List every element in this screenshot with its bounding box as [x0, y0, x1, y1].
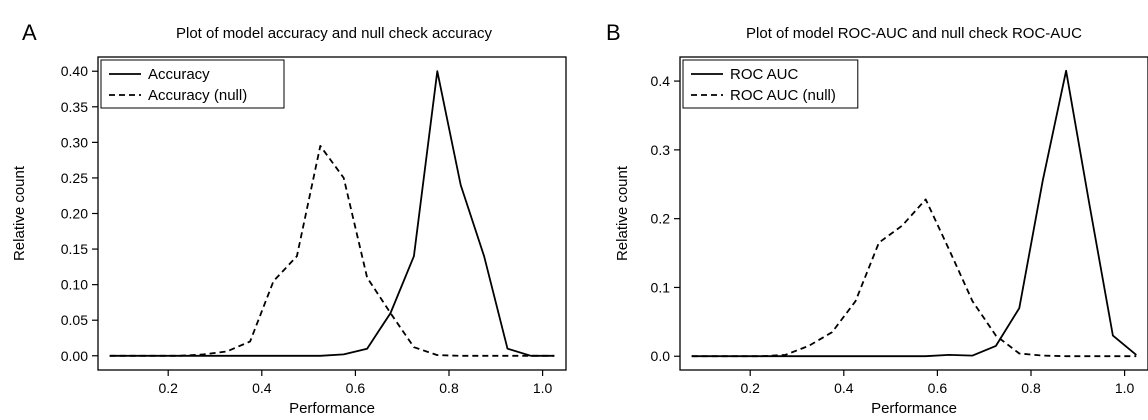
- x-axis-label: Performance: [871, 400, 957, 415]
- y-tick-label: 0.30: [61, 134, 88, 150]
- y-axis-label: Relative count: [614, 165, 631, 261]
- panel-b: B Plot of model ROC-AUC and null check RO…: [606, 20, 1148, 417]
- x-tick-label: 0.6: [346, 380, 366, 396]
- y-tick-label: 0.15: [61, 241, 88, 257]
- legend-label: ROC AUC (null): [730, 87, 836, 104]
- y-tick-label: 0.20: [61, 206, 88, 222]
- x-tick-label: 0.4: [834, 380, 854, 396]
- series-line-null: [691, 198, 1137, 358]
- x-tick-label: 0.4: [252, 380, 272, 396]
- y-tick-label: 0.00: [61, 348, 88, 364]
- legend-label: ROC AUC: [730, 66, 799, 83]
- chart-title: Plot of model accuracy and null check ac…: [176, 25, 492, 42]
- x-axis-label: Performance: [289, 400, 375, 415]
- y-tick-label: 0.05: [61, 312, 88, 328]
- y-tick-label: 0.1: [651, 279, 671, 295]
- x-tick-label: 1.0: [1115, 380, 1135, 396]
- x-tick-label: 1.0: [533, 380, 553, 396]
- x-tick-label: 0.6: [928, 380, 948, 396]
- legend-box: [100, 59, 285, 109]
- y-tick-label: 0.3: [651, 142, 671, 158]
- panel-a: A Plot of model accuracy and null check a…: [11, 20, 567, 417]
- x-tick-label: 0.2: [158, 380, 178, 396]
- x-tick-label: 0.8: [1021, 380, 1041, 396]
- y-tick-label: 0.0: [651, 348, 671, 364]
- x-tick-label: 0.2: [740, 380, 760, 396]
- y-tick-label: 0.40: [61, 63, 88, 79]
- y-tick-label: 0.25: [61, 170, 88, 186]
- legend-label: Accuracy (null): [148, 87, 247, 104]
- y-tick-label: 0.4: [651, 73, 671, 89]
- legend-box: [682, 59, 859, 109]
- panel-label: A: [22, 20, 37, 45]
- legend-label: Accuracy: [148, 66, 210, 83]
- y-axis-label: Relative count: [11, 165, 28, 261]
- series-line-model: [109, 70, 555, 357]
- y-tick-label: 0.35: [61, 99, 88, 115]
- y-tick-label: 0.10: [61, 277, 88, 293]
- y-tick-label: 0.2: [651, 211, 671, 227]
- series-line-null: [109, 144, 555, 357]
- chart-title: Plot of model ROC-AUC and null check ROC…: [746, 25, 1082, 42]
- plot-frame: [679, 56, 1148, 371]
- x-tick-label: 0.8: [439, 380, 459, 396]
- panel-label: B: [606, 20, 621, 45]
